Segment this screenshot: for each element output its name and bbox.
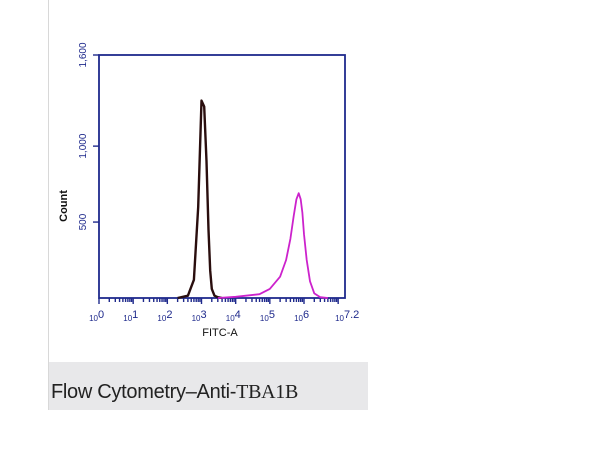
x-tick-base: 10 [192,314,201,323]
series-layer [177,99,328,300]
x-tick-base: 10 [335,314,344,323]
histogram-series-2 [217,192,328,299]
x-tick-label: 10 2 [157,309,172,323]
x-tick-base: 10 [89,314,98,323]
caption-antibody: TBA1B [236,381,298,403]
x-tick-label: 10 7.2 [335,309,359,323]
figure-caption: Flow Cytometry–Anti-TBA1B [51,381,298,404]
x-tick-base: 10 [260,314,269,323]
y-ticks: 500 1,000 1,600 [78,42,99,230]
x-minor-ticks [98,298,339,304]
caption-prefix: Flow Cytometry–Anti- [51,381,237,403]
x-tick-label: 10 5 [260,309,275,323]
x-tick-exponent: 3 [201,309,207,321]
left-divider-line [48,0,49,410]
x-tick-exponent: 4 [235,309,241,321]
x-tick-label: 10 6 [294,309,309,323]
x-axis-label: FITC-A [202,327,238,339]
x-tick-exponent: 1 [132,309,138,321]
y-tick-label: 1,600 [78,42,89,67]
x-tick-base: 10 [294,314,303,323]
x-tick-label: 10 0 [89,309,104,323]
plot-frame [98,54,346,299]
x-tick-labels: 10 0 10 1 10 2 10 3 10 4 10 5 10 6 10 7.2 [89,309,359,323]
x-tick-exponent: 0 [98,309,104,321]
x-tick-label: 10 3 [192,309,207,323]
x-tick-exponent: 6 [303,309,309,321]
x-tick-base: 10 [226,314,235,323]
histogram-chart: 10 0 10 1 10 2 10 3 10 4 10 5 10 6 10 7.2 5001,0001,600… [58,42,359,339]
x-tick-label: 10 1 [123,309,138,323]
x-tick-exponent: 7.2 [344,309,359,321]
y-tick-label: 500 [78,213,89,230]
x-tick-base: 10 [157,314,166,323]
histogram-series-1 [177,99,223,300]
caption-bar: Flow Cytometry–Anti-TBA1B [49,362,368,410]
x-tick-base: 10 [123,314,132,323]
y-axis-label: Count [58,190,70,222]
x-tick-label: 10 4 [226,309,241,323]
y-tick-label: 1,000 [78,133,89,158]
x-tick-exponent: 2 [166,309,172,321]
x-tick-exponent: 5 [269,309,275,321]
